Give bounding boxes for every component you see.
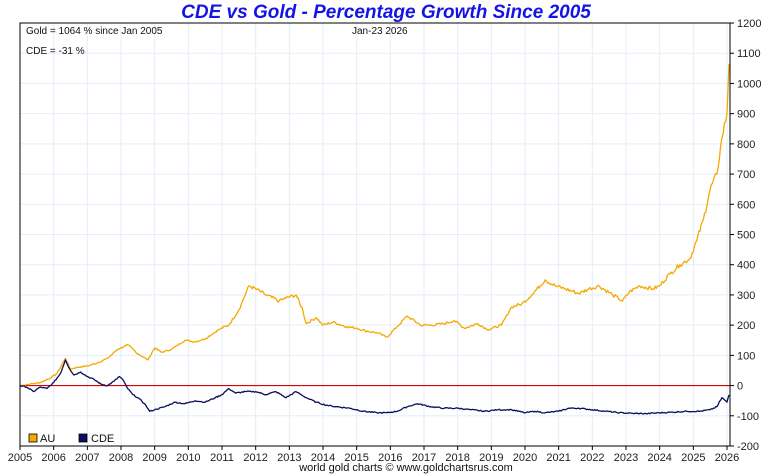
x-tick-label: 2017 xyxy=(412,452,436,464)
y-tick-label: 300 xyxy=(737,290,755,302)
y-tick-label: 800 xyxy=(737,139,755,151)
x-tick-label: 2006 xyxy=(41,452,65,464)
x-tick-label: 2019 xyxy=(479,452,503,464)
x-tick-label: 2007 xyxy=(75,452,99,464)
x-axis: 2005 2006 2007 2008 2009 2010 2011 2012 2013 2014… xyxy=(8,446,739,464)
x-tick-label: 2026 xyxy=(715,452,739,464)
x-tick-label: 2016 xyxy=(378,452,402,464)
x-tick-label: 2011 xyxy=(210,452,234,464)
series-line-au xyxy=(19,64,730,387)
legend-cde-label: CDE xyxy=(91,433,114,445)
y-tick-label: 0 xyxy=(737,381,743,393)
y-axis: -200 -100 0 100 200 300 400 500 600 700 800 900 1000… xyxy=(730,18,761,453)
y-tick-label: 1200 xyxy=(737,18,761,30)
x-tick-label: 2025 xyxy=(681,452,705,464)
y-tick-label: -100 xyxy=(737,411,759,423)
y-tick-label: 500 xyxy=(737,230,755,242)
gold-summary-label: Gold = 1064 % since Jan 2005 xyxy=(26,26,163,37)
x-tick-label: 2024 xyxy=(647,452,671,464)
y-tick-label: -200 xyxy=(737,441,759,453)
grid-lines xyxy=(20,22,730,447)
date-label: Jan-23 2026 xyxy=(352,26,408,37)
chart-title: CDE vs Gold - Percentage Growth Since 20… xyxy=(181,2,591,23)
x-tick-label: 2023 xyxy=(614,452,638,464)
legend-au-label: AU xyxy=(40,433,55,445)
x-tick-label: 2008 xyxy=(109,452,133,464)
y-tick-label: 1100 xyxy=(737,48,761,60)
y-tick-label: 900 xyxy=(737,109,755,121)
x-tick-label: 2010 xyxy=(176,452,200,464)
legend: AU CDE xyxy=(28,433,114,445)
footer-credit: world gold charts © www.goldchartsrus.co… xyxy=(299,462,513,474)
y-tick-label: 200 xyxy=(737,320,755,332)
x-tick-label: 2014 xyxy=(311,452,335,464)
legend-cde-swatch xyxy=(78,433,88,443)
series-line-cde xyxy=(19,359,730,415)
cde-summary-label: CDE = -31 % xyxy=(26,46,85,57)
x-tick-label: 2018 xyxy=(445,452,469,464)
y-tick-label: 1000 xyxy=(737,78,761,90)
x-tick-label: 2021 xyxy=(546,452,570,464)
legend-au-swatch xyxy=(28,433,38,443)
y-tick-label: 400 xyxy=(737,260,755,272)
x-tick-label: 2020 xyxy=(513,452,537,464)
y-tick-label: 600 xyxy=(737,199,755,211)
y-tick-label: 100 xyxy=(737,350,755,362)
x-tick-label: 2009 xyxy=(142,452,166,464)
series-layer xyxy=(19,64,730,415)
x-tick-label: 2012 xyxy=(243,452,267,464)
x-tick-label: 2005 xyxy=(8,452,32,464)
x-tick-label: 2013 xyxy=(277,452,301,464)
x-tick-label: 2015 xyxy=(344,452,368,464)
x-tick-label: 2022 xyxy=(580,452,604,464)
y-tick-label: 700 xyxy=(737,169,755,181)
